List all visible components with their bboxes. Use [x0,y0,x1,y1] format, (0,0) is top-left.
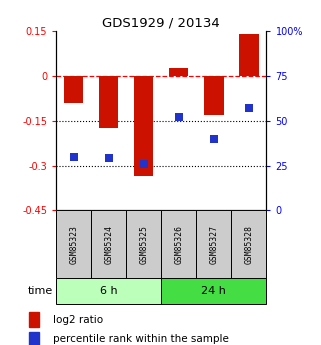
Bar [169,68,188,76]
Text: GSM85323: GSM85323 [69,225,78,264]
Text: time: time [28,286,53,296]
Point [71,154,76,159]
Point [106,156,111,161]
Text: 6 h: 6 h [100,286,117,296]
Bar [99,76,118,128]
Bar [196,210,231,278]
Bar [64,76,83,103]
Text: percentile rank within the sample: percentile rank within the sample [53,334,228,344]
Point [141,161,146,167]
Bar [29,312,39,327]
Bar [204,76,223,115]
Bar [239,34,258,76]
Bar [134,76,153,176]
Text: GSM85325: GSM85325 [139,225,148,264]
Bar [161,210,196,278]
Text: GSM85327: GSM85327 [209,225,218,264]
Bar [29,332,39,345]
Bar [56,210,91,278]
Point [211,136,216,141]
Text: GSM85326: GSM85326 [174,225,183,264]
Point [176,115,181,120]
Bar [91,210,126,278]
Text: GSM85324: GSM85324 [104,225,113,264]
Title: GDS1929 / 20134: GDS1929 / 20134 [102,17,220,30]
Bar [161,278,266,304]
Text: log2 ratio: log2 ratio [53,315,103,325]
Bar [231,210,266,278]
Bar [56,278,161,304]
Text: 24 h: 24 h [202,286,226,296]
Point [246,106,251,111]
Bar [126,210,161,278]
Text: GSM85328: GSM85328 [244,225,253,264]
